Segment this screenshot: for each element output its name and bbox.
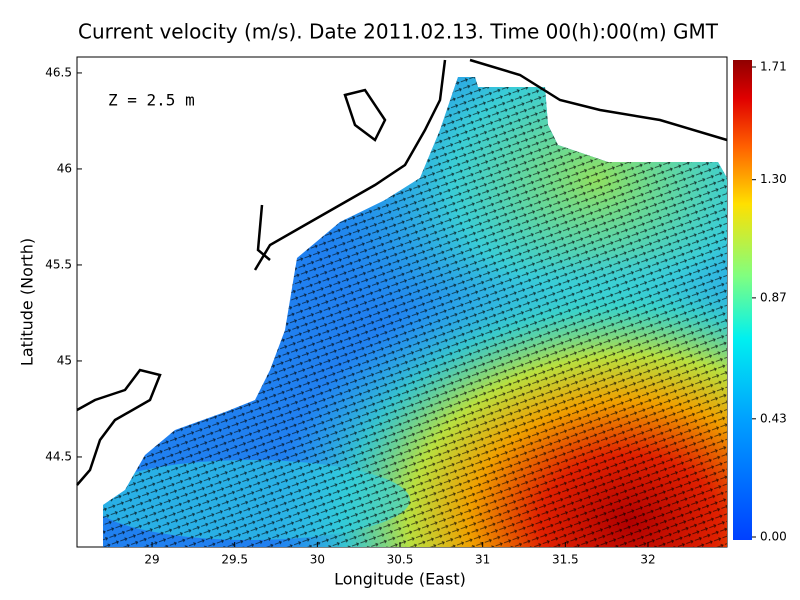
x-tick-label: 29: [144, 553, 159, 567]
x-tick-label: 30: [310, 553, 325, 567]
y-tick-label: 46: [57, 161, 72, 175]
colorbar-tick-label: 1.71: [760, 60, 787, 74]
coastline: [76, 58, 728, 486]
x-tick-label: 32: [640, 553, 655, 567]
x-axis-label: Longitude (East): [334, 570, 466, 589]
y-tick-label: 44.5: [45, 449, 72, 463]
x-tick-label: 31: [475, 553, 490, 567]
x-tick-label: 31.5: [552, 553, 579, 567]
colorbar-tick-label: 0.43: [760, 411, 787, 425]
colorbar-tick-label: 0.87: [760, 290, 787, 304]
colorbar-tick-label: 0.00: [760, 530, 787, 544]
y-tick-label: 45.5: [45, 257, 72, 271]
colorbar: [733, 60, 752, 540]
title: Current velocity (m/s). Date 2011.02.13.…: [78, 20, 719, 44]
x-tick-label: 30.5: [387, 553, 414, 567]
x-tick-label: 29.5: [221, 553, 248, 567]
y-axis-label: Latitude (North): [18, 238, 37, 366]
annotation: Z = 2.5 m: [108, 91, 195, 110]
colorbar-tick-label: 1.30: [760, 172, 787, 186]
y-tick-label: 45: [57, 353, 72, 367]
y-tick-label: 46.5: [45, 65, 72, 79]
